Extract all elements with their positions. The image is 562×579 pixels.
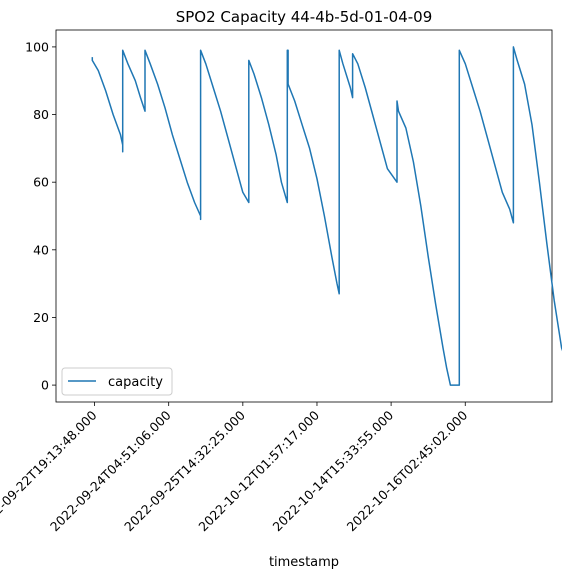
y-tick-label: 60 [33, 175, 49, 190]
legend: capacity [62, 368, 172, 395]
x-axis-label: timestamp [269, 555, 339, 570]
y-tick-label: 0 [41, 378, 49, 393]
y-tick-label: 20 [33, 310, 49, 325]
y-tick-label: 80 [33, 107, 49, 122]
y-tick-label: 40 [33, 242, 49, 257]
chart-title: SPO2 Capacity 44-4b-5d-01-04-09 [176, 8, 433, 26]
legend-label-capacity: capacity [108, 375, 163, 390]
y-tick-label: 100 [25, 39, 49, 54]
